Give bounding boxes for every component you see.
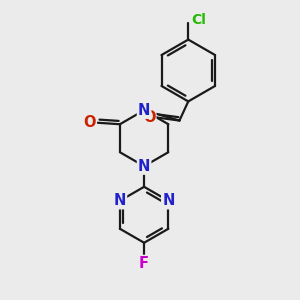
- Text: F: F: [139, 256, 149, 271]
- Text: N: N: [114, 193, 126, 208]
- Text: N: N: [138, 159, 150, 174]
- Text: O: O: [143, 110, 155, 125]
- Text: N: N: [162, 193, 175, 208]
- Text: O: O: [83, 115, 96, 130]
- Text: N: N: [138, 103, 150, 118]
- Text: Cl: Cl: [191, 14, 206, 27]
